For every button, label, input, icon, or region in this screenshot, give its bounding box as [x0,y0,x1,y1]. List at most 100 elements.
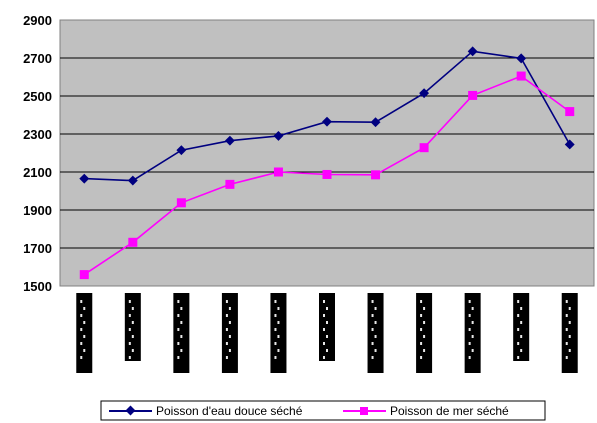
x-label-glyph [277,321,280,324]
legend-label-series-2: Poisson de mer séché [390,404,509,418]
x-category-label [221,293,238,373]
data-point-diamond [564,139,575,150]
y-tick-label: 2300 [23,127,52,142]
x-label-glyph [326,321,328,324]
x-label-glyph [520,335,523,338]
x-label-glyph [128,300,131,303]
x-label-glyph [371,314,374,317]
y-tick-label: 2500 [23,89,52,104]
x-label-glyph [80,342,83,345]
x-label-glyph [131,335,134,338]
x-label-glyph [177,300,180,303]
x-label-glyph [423,349,426,352]
x-label-glyph [177,342,180,345]
x-label-glyph [80,328,83,331]
x-label-glyph [177,328,180,331]
x-label-glyph [128,328,131,331]
x-label-glyph [520,321,523,324]
data-point-diamond [273,130,284,141]
data-point-square [419,143,429,153]
x-label-glyph [371,342,374,345]
x-label-glyph [225,300,228,303]
x-label-glyph [128,314,131,317]
x-label-glyph [177,314,180,317]
x-label-glyph [420,314,423,317]
x-label-glyph [323,356,325,359]
x-label-glyph [128,342,131,345]
x-label-glyph [423,321,426,324]
x-label-glyph [180,307,183,310]
data-point-square [322,169,332,179]
x-label-glyph [228,349,231,352]
x-label-glyph [225,342,228,345]
x-label-glyph [565,314,568,317]
y-tick-label: 2900 [23,13,52,28]
x-label-glyph [326,349,328,352]
x-category-label [561,293,578,373]
y-tick-label: 2100 [23,165,52,180]
x-label-glyph [323,328,325,331]
data-point-square [468,90,478,100]
x-label-glyph [326,335,328,338]
x-label-glyph [274,342,277,345]
x-label-glyph [517,356,520,359]
legend: Poisson d'eau douce séché Poisson de mer… [100,400,546,421]
x-label-glyph [274,328,277,331]
y-tick-label: 1500 [23,279,52,294]
data-point-diamond [176,145,187,156]
x-label-glyph [80,314,83,317]
x-label-glyph [568,349,571,352]
x-label-glyph [225,328,228,331]
x-label-glyph [228,307,231,310]
x-label-glyph [374,321,377,324]
x-label-glyph [274,356,277,359]
x-label-glyph [565,300,568,303]
x-label-glyph [80,356,83,359]
x-label-glyph [131,349,134,352]
x-label-glyph [468,356,471,359]
x-label-glyph [471,349,474,352]
x-label-glyph [517,300,520,303]
x-label-glyph [83,335,86,338]
x-label-glyph [83,307,86,310]
x-label-glyph [517,314,520,317]
x-label-glyph [323,314,325,317]
x-label-glyph [374,335,377,338]
data-point-square [371,170,381,180]
x-label-glyph [228,321,231,324]
x-label-glyph [565,328,568,331]
x-label-glyph [517,342,520,345]
legend-label-series-1: Poisson d'eau douce séché [156,404,303,418]
x-label-glyph [323,342,325,345]
x-label-glyph [277,335,280,338]
y-axis-ticks: 1500 1700 1900 2100 2300 2500 2700 2900 [23,13,52,294]
x-label-glyph [131,321,134,324]
x-label-glyph [468,342,471,345]
x-category-label [270,293,287,373]
x-label-glyph [565,356,568,359]
data-point-square [79,270,89,280]
x-label-glyph [374,349,377,352]
x-label-glyph [420,328,423,331]
x-label-glyph [131,307,134,310]
x-axis-labels [76,293,578,373]
plot-area [59,19,595,287]
x-label-glyph [228,335,231,338]
x-category-label [173,293,190,373]
x-label-glyph [277,349,280,352]
x-label-glyph [371,300,374,303]
x-label-glyph [326,307,328,310]
data-point-square [565,107,575,117]
y-tick-label: 2700 [23,51,52,66]
x-label-glyph [225,314,228,317]
x-label-glyph [180,335,183,338]
x-label-glyph [568,321,571,324]
legend-marker-square [360,407,368,415]
x-label-glyph [180,349,183,352]
x-label-glyph [371,328,374,331]
data-point-square [516,71,526,81]
x-label-glyph [177,356,180,359]
y-tick-label: 1700 [23,241,52,256]
data-point-diamond [127,175,138,186]
